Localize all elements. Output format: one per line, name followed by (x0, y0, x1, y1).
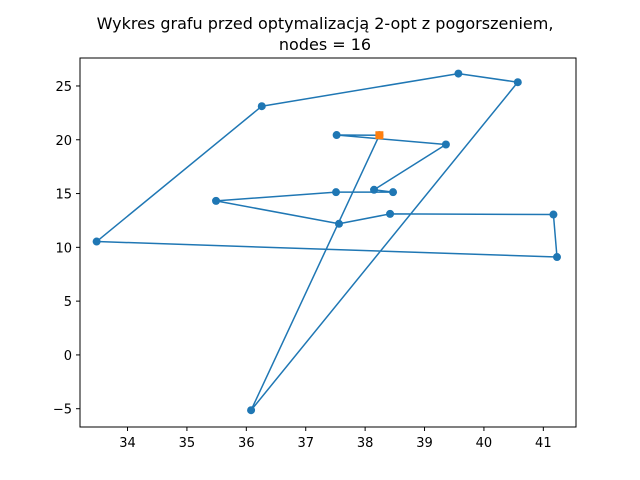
city-node-point (386, 209, 395, 218)
city-node-point (92, 237, 101, 246)
chart-subtitle: nodes = 16 (279, 35, 371, 54)
y-axis: −5 0 5 10 15 20 25 (53, 80, 80, 418)
axes-frame (79, 57, 577, 428)
y-tick-label: 15 (55, 188, 72, 203)
city-node-point (513, 78, 522, 87)
x-tick-label: 34 (119, 436, 136, 451)
city-node-point (454, 69, 463, 78)
city-node-point (389, 188, 398, 197)
city-node-point (212, 196, 221, 205)
x-tick-label: 36 (238, 436, 255, 451)
x-tick-label: 38 (357, 436, 374, 451)
city-node-point (370, 185, 379, 194)
x-axis: 34 35 36 37 38 39 40 41 (119, 427, 552, 451)
city-node-point (257, 102, 266, 111)
city-node-point (441, 140, 450, 149)
x-tick-label: 35 (179, 436, 196, 451)
start-node-marker (375, 131, 384, 140)
city-node-point (332, 188, 341, 197)
y-tick-label: 10 (55, 241, 72, 256)
city-node-point (247, 406, 256, 415)
y-tick-label: 0 (64, 349, 72, 364)
city-node-point (552, 253, 561, 262)
x-tick-label: 40 (476, 436, 493, 451)
x-tick-label: 41 (535, 436, 552, 451)
y-tick-label: 20 (55, 134, 72, 149)
chart-title: Wykres grafu przed optymalizacją 2-opt z… (97, 14, 554, 33)
plot-area (92, 69, 561, 415)
x-tick-label: 39 (416, 436, 433, 451)
y-tick-label: 5 (64, 295, 72, 310)
city-node-point (332, 131, 341, 140)
y-tick-label: 25 (55, 80, 72, 95)
city-node-point (549, 210, 558, 219)
x-tick-label: 37 (297, 436, 314, 451)
y-tick-label: −5 (53, 403, 72, 418)
city-node-point (334, 219, 343, 228)
